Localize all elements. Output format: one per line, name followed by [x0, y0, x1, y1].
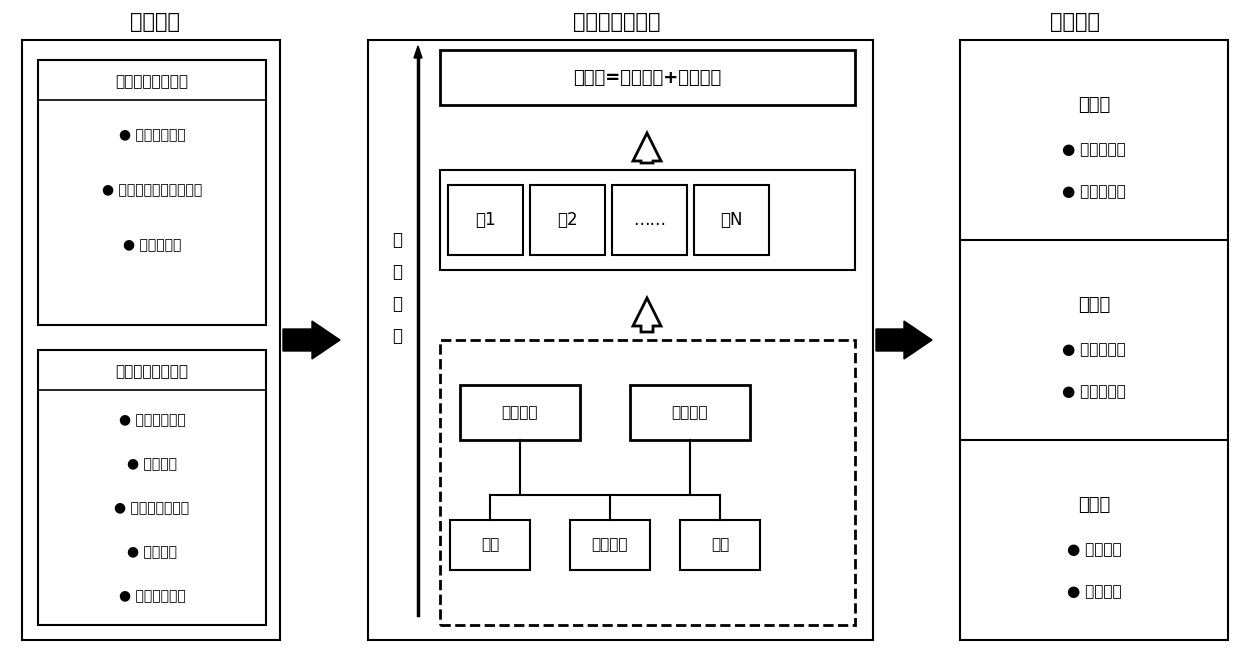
- Text: ……: ……: [632, 211, 666, 229]
- Bar: [570, 520, 650, 570]
- Text: 下: 下: [392, 263, 402, 281]
- Text: ● 中规模新增: ● 中规模新增: [1063, 385, 1126, 399]
- Text: 低情景: 低情景: [1078, 496, 1110, 514]
- FancyArrow shape: [632, 133, 661, 163]
- Bar: [448, 185, 523, 255]
- Bar: [960, 40, 1228, 640]
- Text: 总需求=替代需求+新增需求: 总需求=替代需求+新增需求: [573, 68, 722, 86]
- Text: 城市: 城市: [481, 537, 500, 553]
- Text: ● 适度新增: ● 适度新增: [1066, 584, 1121, 600]
- Text: ● 城镇化率: ● 城镇化率: [126, 457, 177, 471]
- Text: 中情景: 中情景: [1078, 296, 1110, 314]
- Text: ● 技术经济性: ● 技术经济性: [123, 238, 181, 252]
- Text: 睦N: 睦N: [720, 211, 743, 229]
- Text: ● 室外温度: ● 室外温度: [126, 545, 177, 559]
- Text: 自: 自: [392, 231, 402, 249]
- Text: ● 节能建筑比例: ● 节能建筑比例: [119, 589, 185, 603]
- Text: ● 适度替代: ● 适度替代: [1066, 543, 1121, 557]
- Text: 影响因素: 影响因素: [130, 12, 180, 32]
- Text: 高情景: 高情景: [1078, 96, 1110, 114]
- FancyArrow shape: [875, 321, 932, 359]
- Bar: [38, 60, 267, 325]
- FancyArrow shape: [632, 298, 661, 332]
- Text: 居民建筑: 居民建筑: [502, 405, 538, 420]
- Text: ● 高比例替代: ● 高比例替代: [1063, 143, 1126, 157]
- Text: 情景设置: 情景设置: [1050, 12, 1100, 32]
- Bar: [440, 340, 856, 625]
- Text: 而: 而: [392, 295, 402, 313]
- Text: ● 中比例替代: ● 中比例替代: [1063, 342, 1126, 358]
- Text: 上: 上: [392, 327, 402, 345]
- Bar: [22, 40, 280, 640]
- Text: 替代需求影响因素: 替代需求影响因素: [115, 74, 188, 90]
- Bar: [529, 185, 605, 255]
- Bar: [368, 40, 873, 640]
- Bar: [694, 185, 769, 255]
- Text: ● 棚户区改造规模: ● 棚户区改造规模: [114, 501, 190, 515]
- Bar: [440, 170, 856, 270]
- Text: 睦2: 睦2: [557, 211, 578, 229]
- Text: ● 燃煌取暖面积: ● 燃煌取暖面积: [119, 128, 185, 142]
- Bar: [460, 385, 580, 440]
- Text: 农村: 农村: [711, 537, 729, 553]
- FancyArrow shape: [414, 46, 422, 80]
- Text: 新增需求影响因素: 新增需求影响因素: [115, 364, 188, 379]
- Text: ● 人口发展规模: ● 人口发展规模: [119, 413, 185, 427]
- Bar: [440, 50, 856, 105]
- Text: 中小城镇: 中小城镇: [591, 537, 629, 553]
- FancyArrow shape: [283, 321, 340, 359]
- Text: ● 地区清洁替代规划目标: ● 地区清洁替代规划目标: [102, 183, 202, 197]
- Bar: [680, 520, 760, 570]
- Bar: [450, 520, 529, 570]
- Text: 电采暖需求分析: 电采暖需求分析: [573, 12, 661, 32]
- Text: 睦1: 睦1: [475, 211, 496, 229]
- Bar: [613, 185, 687, 255]
- Text: 公共建筑: 公共建筑: [672, 405, 708, 420]
- Text: ● 大规模新增: ● 大规模新增: [1063, 184, 1126, 200]
- Bar: [630, 385, 750, 440]
- Bar: [38, 350, 267, 625]
